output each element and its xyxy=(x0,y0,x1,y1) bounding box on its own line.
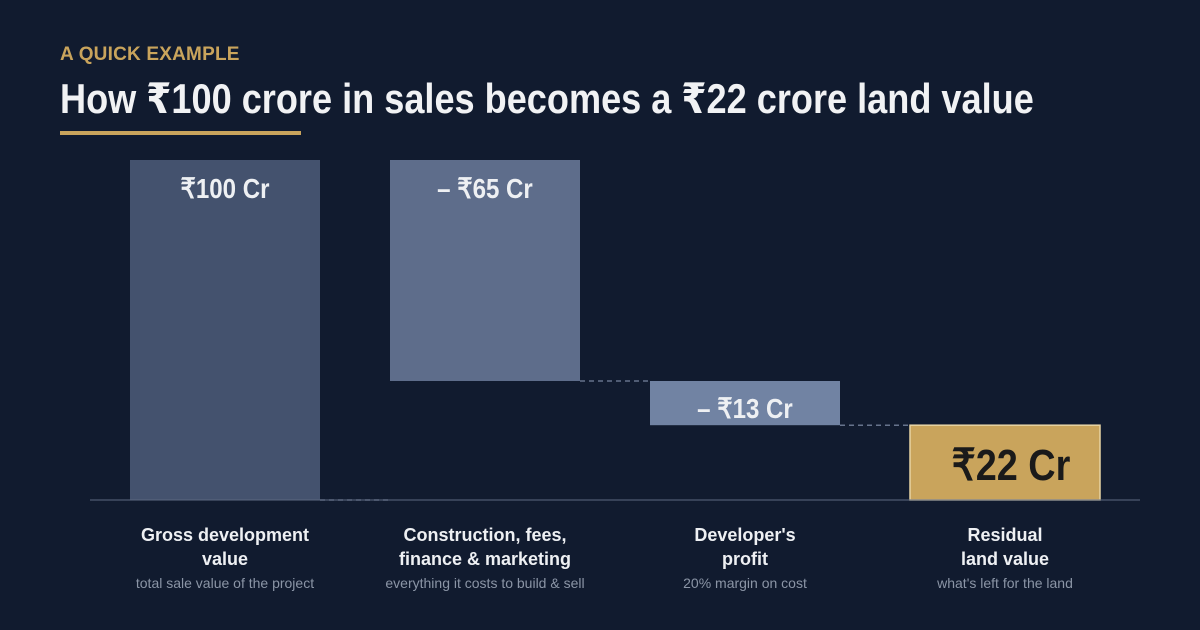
bar-2 xyxy=(390,160,580,381)
page-title: How ₹100 crore in sales becomes a ₹22 cr… xyxy=(60,75,1034,122)
bar-value-label: – ₹65 Cr xyxy=(437,172,533,204)
category-title: Residual xyxy=(967,525,1042,545)
title-underline xyxy=(60,131,301,135)
bar-value-label: – ₹13 Cr xyxy=(697,392,793,424)
category-subtitle: what's left for the land xyxy=(936,575,1073,591)
bar-1 xyxy=(130,160,320,500)
category-title: Gross development xyxy=(141,525,309,545)
category-subtitle: 20% margin on cost xyxy=(683,575,807,591)
category-subtitle: total sale value of the project xyxy=(136,575,314,591)
category-title: finance & marketing xyxy=(399,549,571,569)
bar-4 xyxy=(909,424,1101,501)
category-subtitle: everything it costs to build & sell xyxy=(385,575,584,591)
eyebrow-label: A QUICK EXAMPLE xyxy=(60,44,240,65)
category-title: profit xyxy=(722,549,768,569)
category-title: Construction, fees, xyxy=(403,525,566,545)
category-title: Developer's xyxy=(694,525,795,545)
bar-3 xyxy=(650,381,840,426)
bar-value-label: ₹100 Cr xyxy=(181,172,270,204)
bar-value-label: ₹22 Cr xyxy=(952,441,1071,490)
category-title: value xyxy=(202,549,248,569)
category-title: land value xyxy=(961,549,1049,569)
